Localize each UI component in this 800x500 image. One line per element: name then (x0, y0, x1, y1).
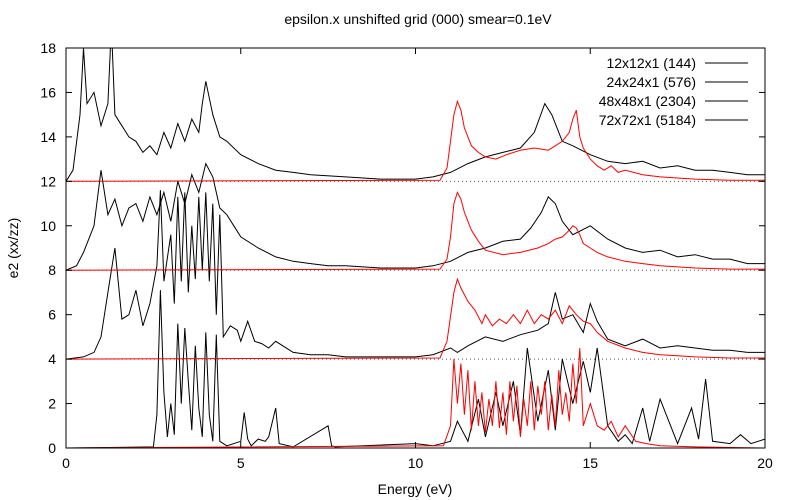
y-axis: 0 2 4 6 8 10 12 14 16 18 (40, 40, 765, 456)
chart-title: epsilon.x unshifted grid (000) smear=0.1… (284, 11, 552, 27)
y-tick-label: 14 (40, 129, 56, 145)
series-xx-2 (66, 162, 765, 271)
x-tick-label: 5 (237, 455, 245, 471)
series-layer (66, 48, 765, 448)
x-tick-label: 15 (582, 455, 598, 471)
y-tick-label: 2 (48, 396, 56, 412)
legend-label: 48x48x1 (2304) (599, 93, 696, 109)
y-tick-label: 6 (48, 307, 56, 323)
x-tick-label: 20 (757, 455, 773, 471)
series-zz-5 (66, 277, 765, 360)
series-xx-3 (66, 48, 765, 182)
y-tick-label: 4 (48, 351, 56, 367)
series-xx-0 (66, 290, 765, 448)
y-tick-label: 18 (40, 40, 56, 56)
x-tick-label: 10 (408, 455, 424, 471)
legend-label: 72x72x1 (5184) (599, 112, 696, 128)
y-tick-label: 8 (48, 262, 56, 278)
y-tick-label: 10 (40, 218, 56, 234)
legend-label: 12x12x1 (144) (606, 55, 696, 71)
legend-label: 24x24x1 (576) (606, 74, 696, 90)
series-zz-7 (66, 99, 765, 182)
series-zz-4 (66, 347, 765, 448)
series-zz-6 (66, 191, 765, 271)
y-tick-label: 16 (40, 84, 56, 100)
series-xx-1 (66, 190, 765, 360)
x-axis-title: Energy (eV) (378, 481, 453, 497)
x-axis: 0 5 10 15 20 (62, 48, 773, 471)
x-tick-label: 0 (62, 455, 70, 471)
y-tick-label: 0 (48, 440, 56, 456)
y-tick-label: 12 (40, 173, 56, 189)
legend: 12x12x1 (144) 24x24x1 (576) 48x48x1 (2304)… (599, 55, 748, 128)
y-axis-title: e2 (xx/zz) (5, 218, 21, 279)
